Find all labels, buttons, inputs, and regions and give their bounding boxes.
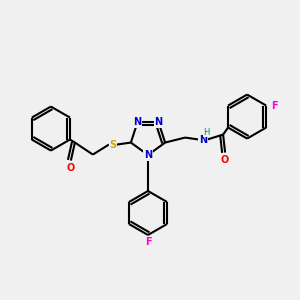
Text: N: N [144,150,152,160]
Text: N: N [154,117,163,128]
Text: S: S [109,140,116,150]
Text: F: F [271,100,278,111]
Text: H: H [203,128,209,137]
Text: O: O [67,163,75,172]
Text: O: O [221,154,229,165]
Text: N: N [199,135,207,145]
Text: N: N [134,117,142,128]
Text: F: F [145,237,151,247]
